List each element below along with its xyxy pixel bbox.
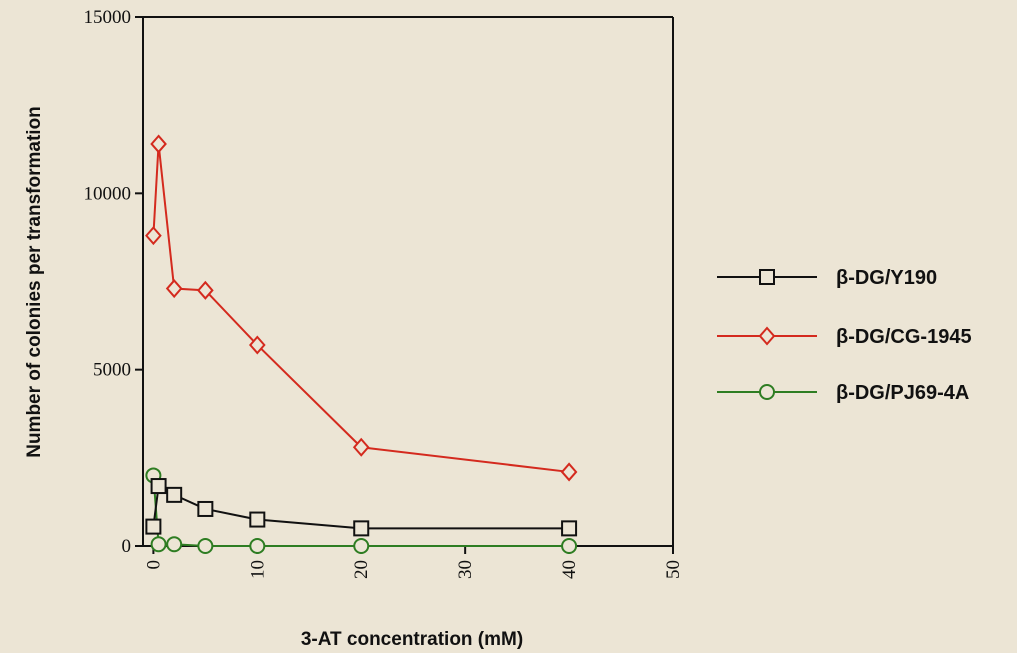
legend-marker bbox=[759, 384, 775, 400]
data-point bbox=[197, 538, 214, 554]
data-point bbox=[197, 280, 214, 300]
legend-marker bbox=[759, 269, 775, 285]
data-point bbox=[166, 536, 183, 553]
data-point bbox=[197, 500, 214, 517]
series-layer bbox=[145, 134, 578, 554]
legend-item: β-DG/PJ69-4A bbox=[717, 382, 969, 404]
data-point bbox=[150, 134, 167, 154]
legend-label: β-DG/CG-1945 bbox=[836, 326, 972, 348]
y-tick-label: 0 bbox=[122, 536, 132, 557]
data-point bbox=[249, 511, 266, 528]
x-tick-label: 20 bbox=[351, 560, 372, 579]
x-axis-title: 3-AT concentration (mM) bbox=[301, 629, 523, 650]
legend: β-DG/Y190 β-DG/CG-1945 β-DG/PJ69-4A bbox=[717, 267, 972, 404]
series-2 bbox=[145, 134, 578, 482]
y-tick-label: 15000 bbox=[84, 7, 132, 28]
data-point bbox=[352, 437, 370, 457]
data-point bbox=[145, 518, 162, 535]
data-point bbox=[248, 335, 266, 355]
data-point bbox=[150, 478, 167, 495]
legend-label: β-DG/PJ69-4A bbox=[836, 382, 969, 404]
y-axis-title: Number of colonies per transformation bbox=[24, 106, 45, 458]
legend-label: β-DG/Y190 bbox=[836, 267, 937, 289]
y-tick-label: 5000 bbox=[93, 360, 131, 381]
legend-item: β-DG/CG-1945 bbox=[717, 326, 972, 348]
series-1 bbox=[145, 478, 578, 537]
x-tick-label: 50 bbox=[663, 560, 684, 579]
x-tick-label: 10 bbox=[247, 560, 268, 579]
data-point bbox=[561, 520, 578, 537]
data-point bbox=[165, 279, 183, 299]
legend-item: β-DG/Y190 bbox=[717, 267, 937, 289]
data-point bbox=[150, 536, 167, 553]
data-point bbox=[249, 538, 266, 554]
data-point bbox=[353, 538, 370, 554]
data-point bbox=[145, 226, 162, 246]
x-tick-label: 40 bbox=[559, 560, 580, 579]
legend-marker bbox=[758, 326, 776, 346]
data-point bbox=[166, 486, 183, 503]
data-point bbox=[353, 520, 370, 537]
x-tick-label: 30 bbox=[455, 560, 476, 579]
y-tick-label: 10000 bbox=[84, 183, 132, 204]
x-tick-label: 0 bbox=[143, 560, 164, 570]
data-point bbox=[560, 462, 578, 482]
series-3 bbox=[145, 467, 578, 554]
series-line bbox=[152, 143, 570, 473]
data-point bbox=[561, 538, 578, 554]
